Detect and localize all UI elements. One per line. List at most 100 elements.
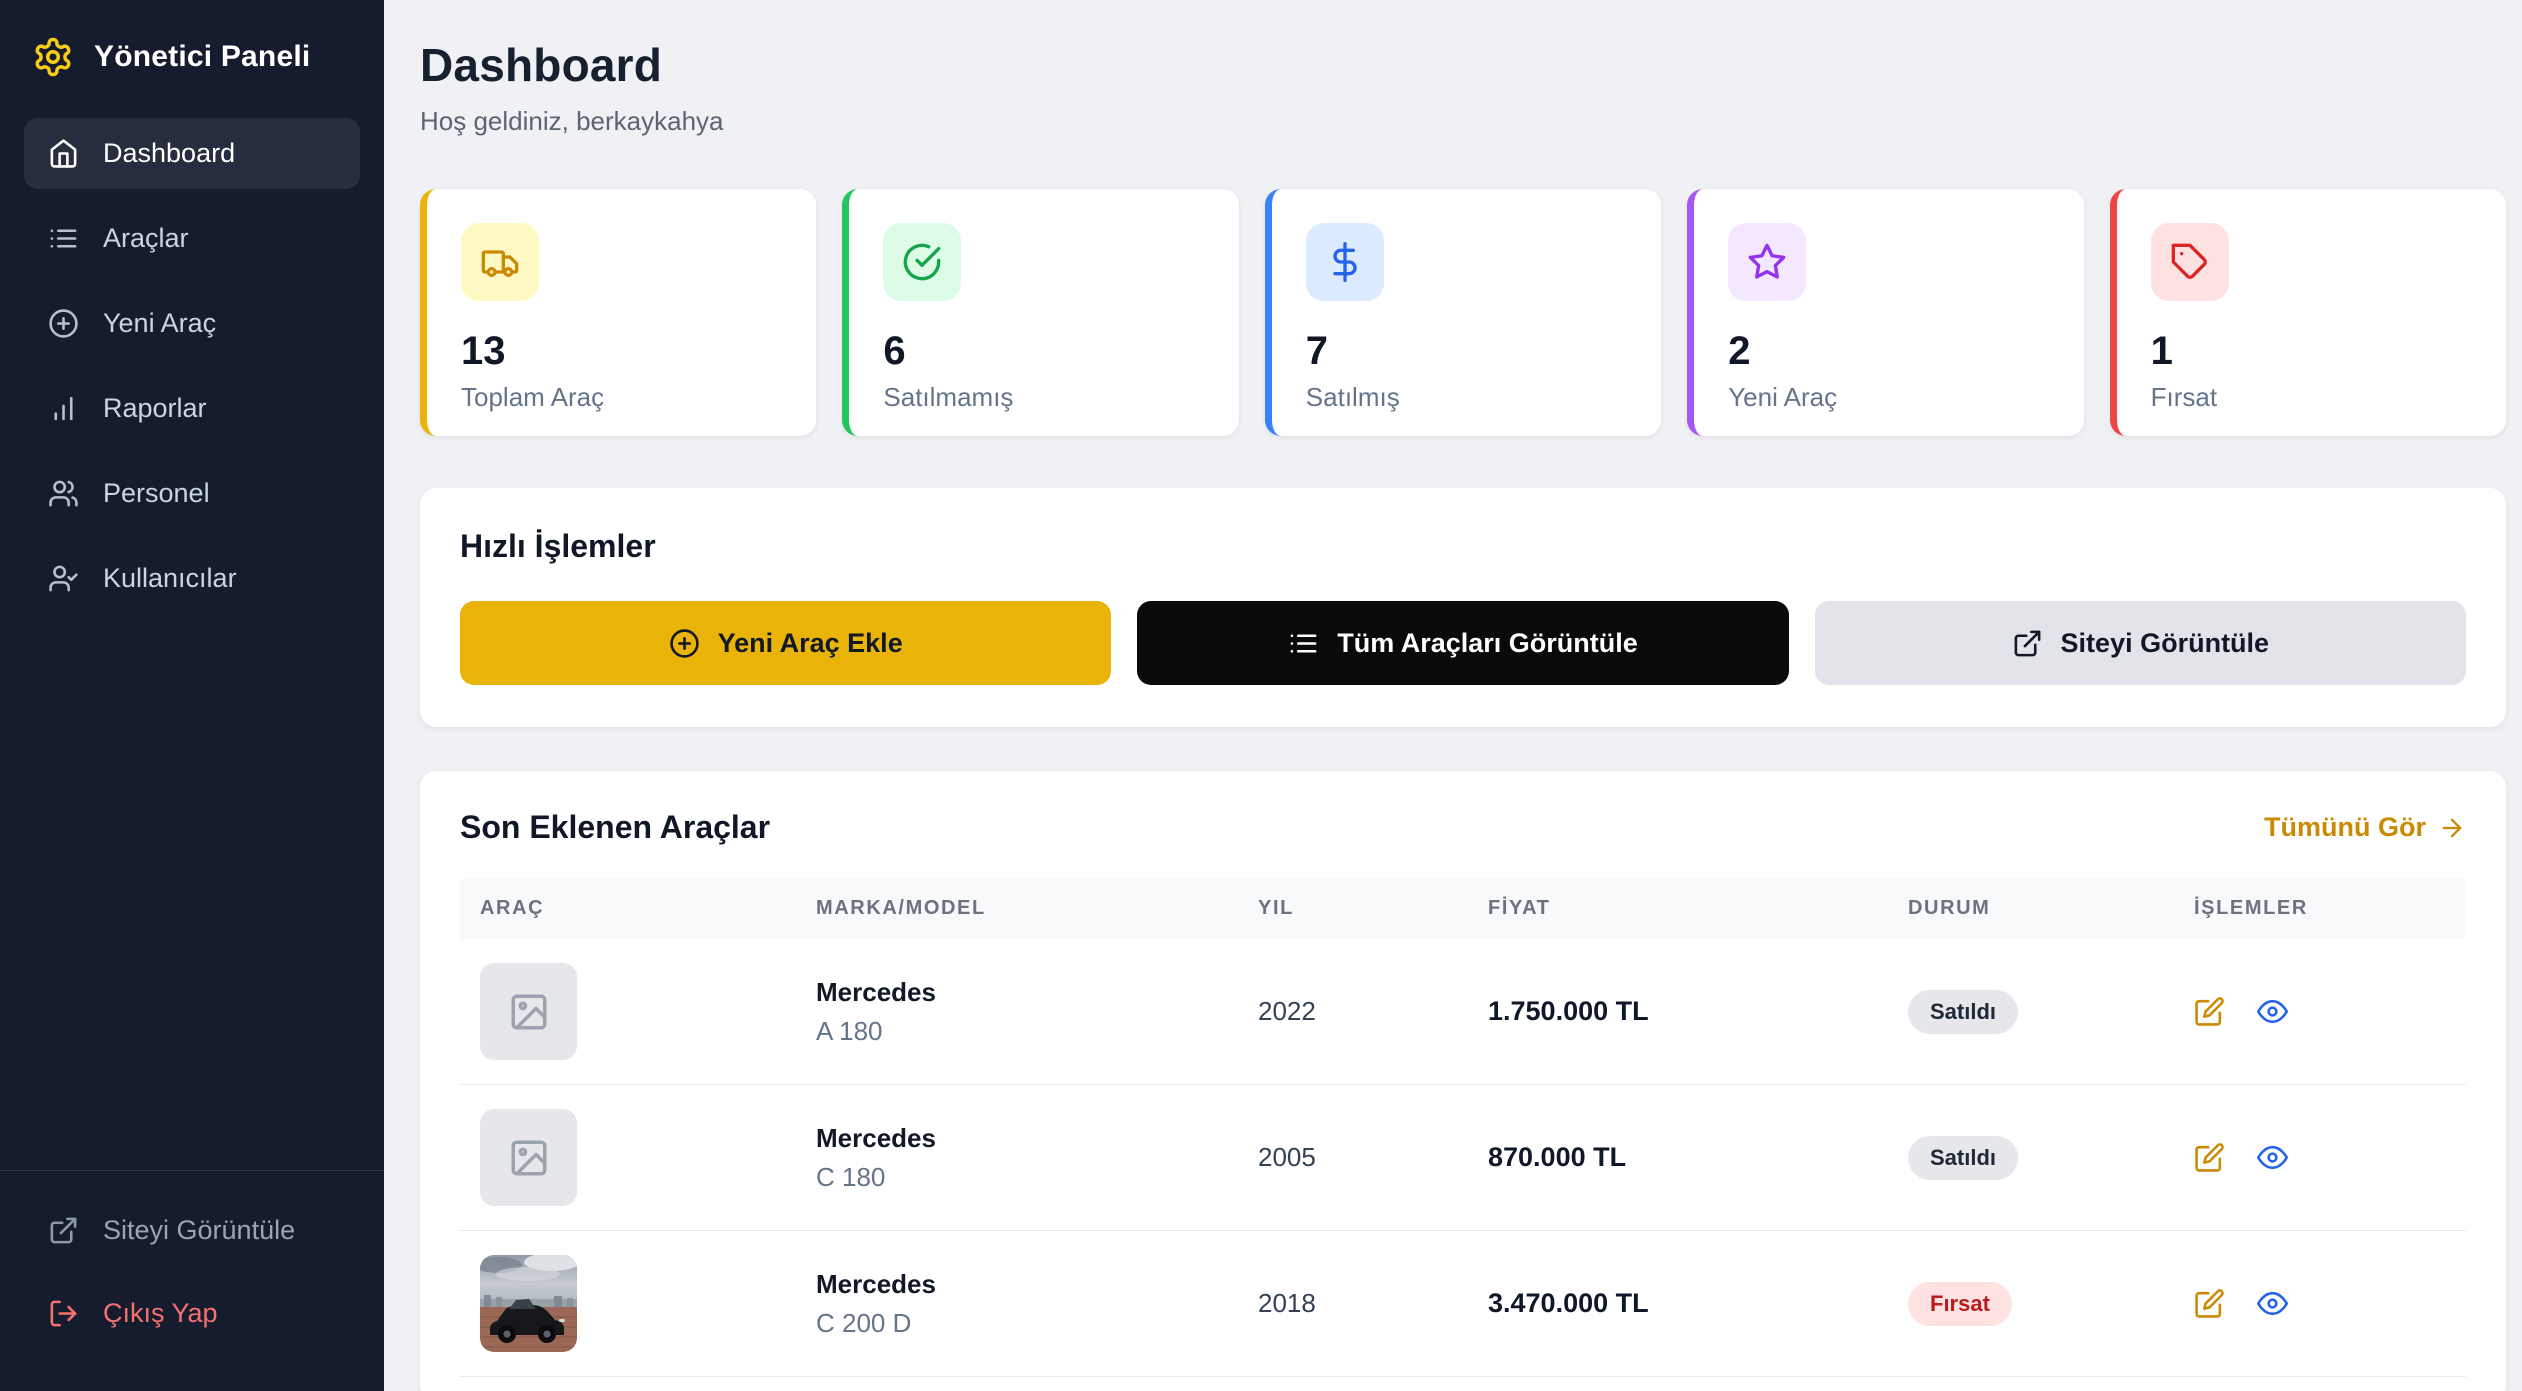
vehicle-model: A 180 — [816, 1015, 883, 1046]
star-icon — [1728, 223, 1807, 301]
yeni-araç-ekle-button[interactable]: Yeni Araç Ekle — [460, 601, 1112, 685]
sidebar-item-label: Kullanıcılar — [103, 563, 237, 593]
home-icon — [48, 138, 79, 169]
vehicles-table: Araç Marka/Model Yıl Fiyat Durum İşlemler Mer… — [460, 878, 2466, 1377]
vehicle-thumbnail — [480, 963, 577, 1060]
check-circle-icon — [883, 223, 962, 301]
sidebar-footer-label: Çıkış Yap — [103, 1298, 218, 1328]
table-row: Mercedes A 180 2022 1.750.000 TL Satıldı — [460, 939, 2466, 1085]
dollar-sign-icon — [1305, 223, 1384, 301]
car-photo — [480, 1255, 577, 1352]
table-row: Mercedes C 200 D 2018 3.470.000 TL Fırsat — [460, 1231, 2466, 1377]
sidebar-item-araçlar[interactable]: Araçlar — [24, 203, 360, 274]
table-row: Mercedes C 180 2005 870.000 TL Satıldı — [460, 1085, 2466, 1231]
list-icon — [1288, 628, 1319, 659]
view-all-link[interactable]: Tümünü Gör — [2264, 812, 2466, 843]
edit-button[interactable] — [2194, 1288, 2225, 1319]
column-header: Araç — [480, 897, 545, 919]
stat-card-fırsat: 1 Fırsat — [2109, 189, 2506, 436]
edit-icon — [2194, 996, 2225, 1027]
vehicle-brand: Mercedes — [816, 1268, 936, 1299]
view-button[interactable] — [2257, 1142, 2288, 1173]
siteyi-görüntüle-button[interactable]: Siteyi Görüntüle — [1814, 601, 2466, 685]
stat-card-yeni-araç: 2 Yeni Araç — [1687, 189, 2084, 436]
arrow-right-icon — [2438, 814, 2466, 842]
bar-chart-icon — [48, 393, 79, 424]
vehicle-price: 1.750.000 TL — [1488, 996, 1649, 1026]
vehicle-price: 3.470.000 TL — [1488, 1288, 1649, 1318]
logout-button[interactable]: Çıkış Yap — [24, 1278, 360, 1349]
truck-icon — [461, 223, 539, 301]
recent-vehicles-title: Son Eklenen Araçlar — [460, 809, 771, 845]
tag-icon — [2150, 223, 2229, 301]
eye-icon — [2257, 996, 2288, 1027]
sidebar-footer-label: Siteyi Görüntüle — [103, 1215, 296, 1245]
sidebar-item-label: Raporlar — [103, 393, 207, 423]
recent-vehicles-panel: Son Eklenen Araçlar Tümünü Gör Araç Marka… — [420, 771, 2506, 1391]
vehicle-year: 2018 — [1258, 1288, 1316, 1318]
stat-label: Fırsat — [2150, 382, 2218, 412]
button-label: Yeni Araç Ekle — [717, 627, 903, 658]
stat-label: Toplam Araç — [461, 382, 605, 412]
vehicle-model: C 180 — [816, 1161, 886, 1192]
stat-card-toplam-araç: 13 Toplam Araç — [420, 189, 817, 436]
column-header: Fiyat — [1488, 897, 1551, 919]
vehicle-model: C 200 D — [816, 1307, 912, 1338]
vehicle-price: 870.000 TL — [1488, 1142, 1627, 1172]
stat-card-satılmış: 7 Satılmış — [1264, 189, 1662, 436]
plus-circle-icon — [669, 628, 700, 659]
column-header: Marka/Model — [816, 897, 986, 919]
vehicle-brand: Mercedes — [816, 976, 936, 1007]
column-header: İşlemler — [2194, 897, 2308, 919]
sidebar-footer: Siteyi Görüntüle Çıkış Yap — [0, 1170, 384, 1391]
sidebar-item-label: Personel — [103, 478, 210, 508]
quick-actions-title: Hızlı İşlemler — [460, 528, 656, 564]
view-button[interactable] — [2257, 996, 2288, 1027]
eye-icon — [2257, 1288, 2288, 1319]
edit-button[interactable] — [2194, 996, 2225, 1027]
edit-button[interactable] — [2194, 1142, 2225, 1173]
sidebar-item-dashboard[interactable]: Dashboard — [24, 118, 360, 189]
tüm-araçları-görüntüle-button[interactable]: Tüm Araçları Görüntüle — [1137, 601, 1789, 685]
stat-value: 1 — [2150, 329, 2173, 373]
edit-icon — [2194, 1142, 2225, 1173]
log-out-icon — [48, 1298, 79, 1329]
view-site-link[interactable]: Siteyi Görüntüle — [24, 1195, 360, 1266]
stat-label: Yeni Araç — [1728, 382, 1838, 412]
stat-label: Satılmamış — [883, 382, 1014, 412]
status-badge: Satıldı — [1908, 1135, 2019, 1180]
sidebar-item-label: Dashboard — [103, 138, 236, 168]
recent-vehicles-header: Son Eklenen Araçlar Tümünü Gör — [460, 809, 2466, 846]
image-placeholder-icon — [508, 1137, 550, 1179]
main-content: Dashboard Hoş geldiniz, berkaykahya 13 To… — [384, 0, 2522, 1391]
page-title: Dashboard — [420, 39, 663, 91]
welcome-text: Hoş geldiniz, berkaykahya — [420, 106, 724, 136]
sidebar-item-personel[interactable]: Personel — [24, 458, 360, 529]
stat-value: 13 — [461, 329, 506, 373]
column-header: Yıl — [1258, 897, 1294, 919]
user-check-icon — [48, 563, 79, 594]
stat-value: 2 — [1728, 329, 1751, 373]
users-icon — [48, 478, 79, 509]
stat-cards: 13 Toplam Araç 6 Satılmamış 7 Satılmış 2 Yeni A… — [420, 189, 2506, 436]
list-icon — [48, 223, 79, 254]
vehicle-thumbnail — [480, 1109, 577, 1206]
sidebar-item-kullanıcılar[interactable]: Kullanıcılar — [24, 543, 360, 614]
sidebar-item-yeni-araç[interactable]: Yeni Araç — [24, 288, 360, 359]
vehicle-brand: Mercedes — [816, 1122, 936, 1153]
sidebar-item-label: Araçlar — [103, 223, 189, 253]
stat-value: 6 — [883, 329, 906, 373]
table-body: Mercedes A 180 2022 1.750.000 TL Satıldı Merc… — [460, 939, 2466, 1377]
view-button[interactable] — [2257, 1288, 2288, 1319]
quick-actions-buttons: Yeni Araç Ekle Tüm Araçları Görüntüle Site… — [460, 601, 2466, 685]
stat-label: Satılmış — [1305, 382, 1400, 412]
quick-actions-panel: Hızlı İşlemler Yeni Araç Ekle Tüm Araçlar… — [420, 488, 2506, 727]
vehicle-year: 2005 — [1258, 1142, 1316, 1172]
vehicle-thumbnail — [480, 1255, 577, 1352]
app-title: Yönetici Paneli — [94, 40, 311, 73]
sidebar-item-raporlar[interactable]: Raporlar — [24, 373, 360, 444]
gear-icon — [32, 36, 74, 78]
button-label: Tüm Araçları Görüntüle — [1337, 627, 1638, 658]
app-logo: Yönetici Paneli — [0, 0, 384, 108]
